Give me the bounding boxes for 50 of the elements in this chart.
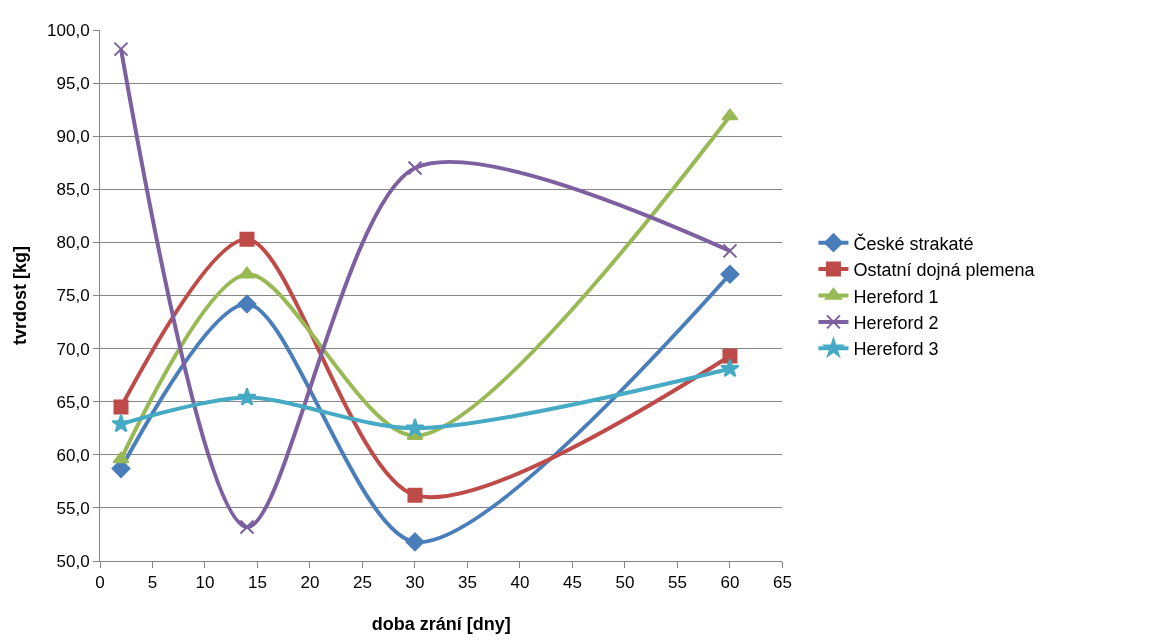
legend-label: Hereford 3 xyxy=(853,339,939,360)
point xyxy=(405,418,425,437)
point xyxy=(722,243,738,259)
y-tick-label: 70,0 xyxy=(56,339,90,359)
point xyxy=(237,294,257,314)
x-tick-label: 35 xyxy=(458,573,477,593)
y-tick-label: 60,0 xyxy=(56,445,90,465)
point xyxy=(407,487,423,503)
x-tick-label: 50 xyxy=(615,573,635,593)
point xyxy=(720,264,740,284)
x-tick-label: 5 xyxy=(147,573,158,593)
x-axis-title: doba zrání [dny] xyxy=(371,613,511,634)
y-tick-label: 75,0 xyxy=(56,286,90,306)
point xyxy=(407,160,423,176)
point xyxy=(237,387,257,406)
x-tick-label: 40 xyxy=(510,573,530,593)
point xyxy=(113,399,129,415)
point xyxy=(238,266,256,279)
y-tick-label: 65,0 xyxy=(56,392,90,412)
point xyxy=(112,451,130,464)
x-tick-label: 10 xyxy=(195,573,215,593)
point xyxy=(405,532,425,552)
legend-label: Hereford 2 xyxy=(853,312,939,333)
y-tick-label: 95,0 xyxy=(56,74,90,94)
point xyxy=(111,413,131,433)
y-axis-title: tvrdost [kg] xyxy=(10,246,31,345)
point xyxy=(239,519,255,535)
y-tick-label: 50,0 xyxy=(56,551,90,571)
y-tick-label: 85,0 xyxy=(56,180,90,200)
point xyxy=(721,108,739,121)
y-tick-label: 100,0 xyxy=(47,20,90,40)
x-tick-label: 0 xyxy=(95,573,105,593)
point xyxy=(239,231,255,247)
x-tick-label: 15 xyxy=(248,573,267,593)
x-tick-label: 25 xyxy=(353,573,372,593)
point xyxy=(720,358,740,378)
x-tick-label: 20 xyxy=(300,573,320,593)
y-tick-label: 80,0 xyxy=(56,233,90,253)
x-tick-label: 30 xyxy=(405,573,425,593)
x-tick-label: 65 xyxy=(772,573,792,593)
legend-label: České strakaté xyxy=(853,232,974,254)
legend-label: Hereford 1 xyxy=(853,286,939,307)
point xyxy=(113,41,129,57)
x-tick-label: 60 xyxy=(720,573,740,593)
legend-label: Ostatní dojná plemena xyxy=(853,260,1036,281)
point xyxy=(722,348,738,364)
x-tick-label: 55 xyxy=(667,573,687,593)
y-tick-label: 55,0 xyxy=(56,498,90,518)
x-tick-label: 45 xyxy=(563,573,582,593)
y-tick-label: 90,0 xyxy=(56,127,90,147)
